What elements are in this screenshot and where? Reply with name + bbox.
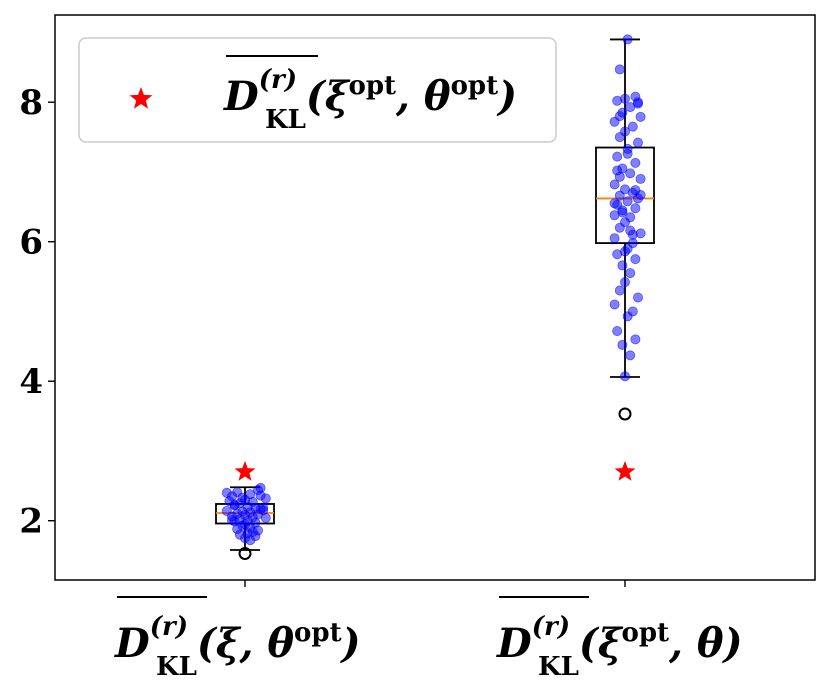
x-category-label-text: D(r) KL(ξ, θopt): [114, 612, 361, 680]
scatter-point: [258, 502, 269, 513]
scatter-point: [614, 64, 625, 75]
legend-star-marker: [129, 87, 153, 109]
x-category-label-text: D(r) KL(ξopt, θ): [496, 612, 743, 680]
scatter-point: [221, 505, 232, 516]
scatter-point: [625, 350, 636, 361]
scatter-point: [614, 190, 625, 201]
scatter-point: [620, 371, 631, 382]
scatter-point: [612, 165, 623, 176]
scatter-point: [612, 151, 623, 162]
scatter-point: [609, 198, 620, 209]
scatter-point: [625, 102, 636, 113]
scatter-point: [255, 482, 266, 493]
scatter-point: [635, 111, 646, 122]
scatter-point: [617, 339, 628, 350]
scatter-point: [630, 254, 641, 265]
scatter-point: [260, 512, 271, 523]
y-tick-label: 8: [19, 83, 43, 123]
optimum-star-marker: [234, 460, 256, 481]
scatter-point: [237, 492, 248, 503]
scatter-point: [612, 325, 623, 336]
scatter-point: [614, 222, 625, 233]
scatter-point: [609, 299, 620, 310]
scatter-point: [633, 97, 644, 108]
scatter-point: [609, 233, 620, 244]
scatter-point: [614, 132, 625, 143]
scatter-point: [635, 173, 646, 184]
scatter-point: [633, 137, 644, 148]
legend: D(r) KL(ξopt, θopt): [78, 37, 557, 143]
scatter-point: [609, 210, 620, 221]
scatter-point: [630, 203, 641, 214]
axes-frame: [54, 14, 816, 581]
axes: 2 4 6 8 D(r) KL(ξ, θopt) D(r) KL(ξopt, θ): [19, 14, 816, 680]
scatter-point: [630, 185, 641, 196]
scatter-point: [625, 225, 636, 236]
scatter-point: [609, 179, 620, 190]
scatter-point: [614, 285, 625, 296]
legend-box: [78, 37, 557, 143]
scatter-point: [633, 292, 644, 303]
scatter-point: [226, 515, 237, 526]
scatter-point: [617, 260, 628, 271]
scatter-point: [622, 34, 633, 45]
scatter-point: [614, 111, 625, 122]
scatter-point: [229, 499, 240, 510]
scatter-point: [622, 311, 633, 322]
scatter-point: [617, 205, 628, 216]
scatter-point: [622, 196, 633, 207]
y-tick-label: 4: [19, 362, 43, 402]
y-tick-label: 6: [19, 223, 43, 263]
y-tick-label: 2: [19, 502, 43, 542]
outlier-point: [618, 407, 632, 421]
scatter-point: [625, 168, 636, 179]
legend-entry-label: D(r) KL(ξopt, θopt): [223, 55, 517, 135]
scatter-point: [245, 535, 256, 546]
x-category-label: D(r) KL(ξ, θopt): [114, 596, 361, 680]
legend-entry-label-text: D(r) KL(ξopt, θopt): [223, 65, 517, 135]
outlier-point: [238, 546, 252, 560]
optimum-star-marker: [614, 460, 636, 481]
scatter-point: [612, 95, 623, 106]
scatter-point: [622, 148, 633, 159]
scatter-point: [630, 157, 641, 168]
scatter-point: [627, 121, 638, 132]
plot-area: [215, 34, 655, 560]
scatter-point: [620, 277, 631, 288]
scatter-point: [625, 268, 636, 279]
x-category-label: D(r) KL(ξopt, θ): [496, 596, 743, 680]
scatter-point: [221, 487, 232, 498]
scatter-point: [620, 246, 631, 257]
scatter-point: [630, 334, 641, 345]
